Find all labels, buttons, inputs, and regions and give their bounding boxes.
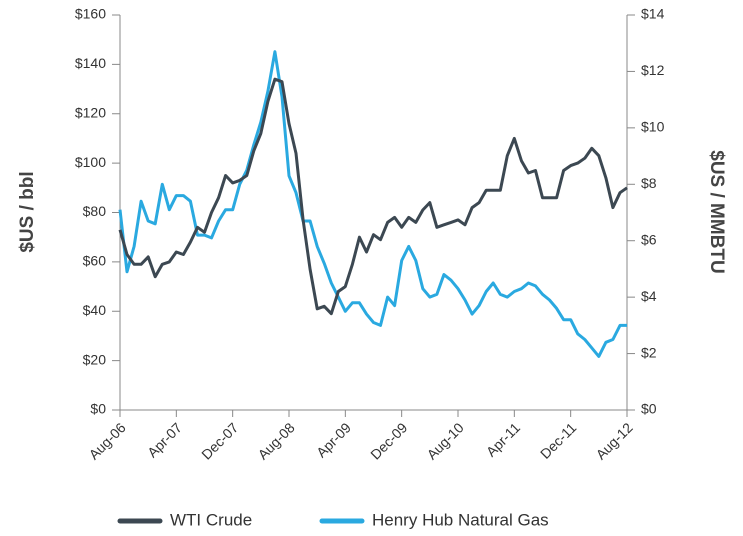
y-axis-title: $US / bbl	[17, 171, 38, 252]
y2-tick-label: $12	[641, 62, 665, 78]
y2-tick-label: $2	[641, 344, 657, 360]
x-tick-label: Apr-09	[313, 419, 354, 460]
x-tick-label: Aug-10	[423, 419, 466, 462]
series-line	[118, 77, 628, 316]
y2-tick-label: $14	[641, 6, 665, 22]
y2-tick-label: $6	[641, 231, 657, 247]
legend-label: Henry Hub Natural Gas	[372, 510, 549, 529]
legend-label: WTI Crude	[170, 510, 252, 529]
x-tick-label: Aug-12	[592, 419, 635, 462]
y-tick-label: $20	[83, 351, 107, 367]
x-tick-label: Dec-09	[367, 419, 410, 462]
y-tick-label: $140	[75, 55, 106, 71]
y-tick-label: $0	[90, 401, 106, 417]
y-tick-label: $100	[75, 154, 106, 170]
x-tick-label: Aug-08	[254, 419, 297, 462]
y-tick-label: $120	[75, 104, 106, 120]
y2-tick-label: $4	[641, 288, 657, 304]
y-tick-label: $40	[83, 302, 107, 318]
y2-tick-label: $8	[641, 175, 657, 191]
y-tick-label: $60	[83, 253, 107, 269]
x-tick-label: Dec-11	[537, 419, 580, 462]
x-tick-label: Apr-07	[144, 419, 185, 460]
y-tick-label: $160	[75, 6, 106, 22]
x-tick-label: Apr-11	[483, 419, 523, 459]
x-tick-label: Dec-07	[198, 419, 241, 462]
y2-axis-title: $US / MMBTU	[706, 150, 727, 274]
y2-tick-label: $0	[641, 401, 657, 417]
y2-tick-label: $10	[641, 119, 665, 135]
x-tick-label: Aug-06	[85, 419, 128, 462]
y-tick-label: $80	[83, 203, 107, 219]
series-line	[118, 50, 627, 358]
